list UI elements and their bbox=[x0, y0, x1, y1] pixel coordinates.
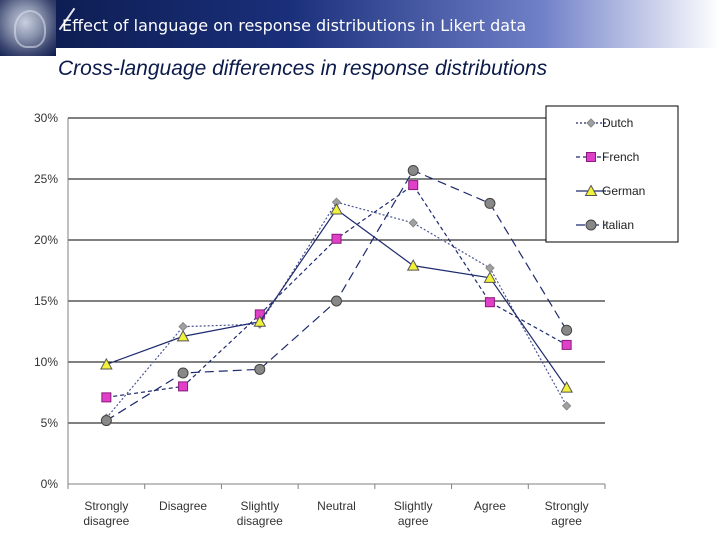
slide-title: Cross-language differences in response d… bbox=[58, 57, 548, 80]
x-tick-label-line: agree bbox=[551, 514, 582, 528]
data-point bbox=[253, 315, 267, 327]
data-point bbox=[408, 180, 419, 191]
data-point bbox=[331, 295, 342, 307]
header-bar: Effect of language on response distribut… bbox=[0, 0, 720, 56]
logo bbox=[0, 0, 56, 56]
data-point bbox=[408, 218, 418, 228]
y-tick-label: 20% bbox=[34, 233, 58, 247]
data-point bbox=[177, 367, 189, 379]
data-point bbox=[331, 233, 342, 244]
data-point bbox=[485, 263, 495, 273]
data-point bbox=[484, 297, 495, 308]
data-point bbox=[100, 415, 112, 427]
grid-layer bbox=[68, 117, 605, 424]
y-tick-label: 15% bbox=[34, 294, 58, 308]
x-tick-label-line: Slightly bbox=[394, 499, 433, 513]
header-title: Effect of language on response distribut… bbox=[62, 16, 527, 35]
data-point bbox=[176, 329, 190, 342]
data-point bbox=[178, 321, 188, 332]
data-point bbox=[561, 401, 572, 411]
y-tick-label: 5% bbox=[41, 416, 59, 430]
data-point bbox=[560, 381, 573, 393]
x-tick-label-line: agree bbox=[398, 514, 429, 528]
legend-box bbox=[545, 105, 679, 243]
x-tick-label: Slightly agree bbox=[394, 499, 433, 528]
x-tick-label-line: Neutral bbox=[317, 499, 356, 513]
y-tick-label: 0% bbox=[41, 477, 59, 491]
legend-marker bbox=[584, 184, 598, 196]
legend-marker bbox=[586, 118, 596, 128]
line-chart: 0%5%10%15%20%25%30%Strongly disagreeDisag… bbox=[34, 105, 679, 528]
legend-label: Dutch bbox=[602, 116, 633, 130]
legend-label: French bbox=[602, 150, 639, 164]
x-tick-label-line: Slightly bbox=[240, 499, 279, 513]
y-tick-label: 25% bbox=[34, 172, 58, 186]
x-tick-label-line: Strongly bbox=[84, 499, 128, 513]
data-point bbox=[561, 339, 572, 350]
y-tick-label: 10% bbox=[34, 355, 58, 369]
x-tick-label: Agree bbox=[474, 499, 506, 513]
series-layer bbox=[100, 164, 573, 427]
x-tick-label-line: Agree bbox=[474, 499, 506, 513]
data-point bbox=[101, 392, 112, 403]
logo-emblem-icon bbox=[14, 10, 46, 48]
data-point bbox=[178, 381, 189, 392]
x-tick-label: Strongly agree bbox=[545, 499, 589, 528]
series-french bbox=[101, 180, 572, 403]
x-tick-label-line: disagree bbox=[83, 514, 129, 528]
x-tick-label: Slightly disagree bbox=[237, 499, 283, 528]
legend-label: Italian bbox=[602, 218, 634, 232]
x-tick-label-line: disagree bbox=[237, 514, 283, 528]
legend: Dutch French German Italian bbox=[545, 105, 679, 243]
series-italian bbox=[100, 164, 573, 427]
data-point bbox=[254, 363, 266, 375]
data-point bbox=[330, 202, 343, 215]
x-tick-label: Neutral bbox=[317, 499, 356, 513]
x-tick-label: Disagree bbox=[159, 499, 207, 513]
data-point bbox=[100, 357, 113, 370]
series-dutch bbox=[101, 197, 572, 423]
legend-marker bbox=[585, 219, 597, 231]
series-german bbox=[100, 202, 573, 393]
legend-marker bbox=[586, 152, 596, 162]
y-tick-label: 30% bbox=[34, 111, 58, 125]
axis-layer: 0%5%10%15%20%25%30%Strongly disagreeDisag… bbox=[34, 111, 606, 528]
data-point bbox=[407, 164, 419, 176]
legend-label: German bbox=[602, 184, 645, 198]
x-tick-label-line: Disagree bbox=[159, 499, 207, 513]
data-point bbox=[483, 271, 497, 283]
data-point bbox=[484, 197, 496, 209]
data-point bbox=[406, 259, 420, 271]
x-tick-label-line: Strongly bbox=[545, 499, 589, 513]
x-tick-label: Strongly disagree bbox=[83, 499, 129, 528]
data-point bbox=[561, 324, 573, 336]
